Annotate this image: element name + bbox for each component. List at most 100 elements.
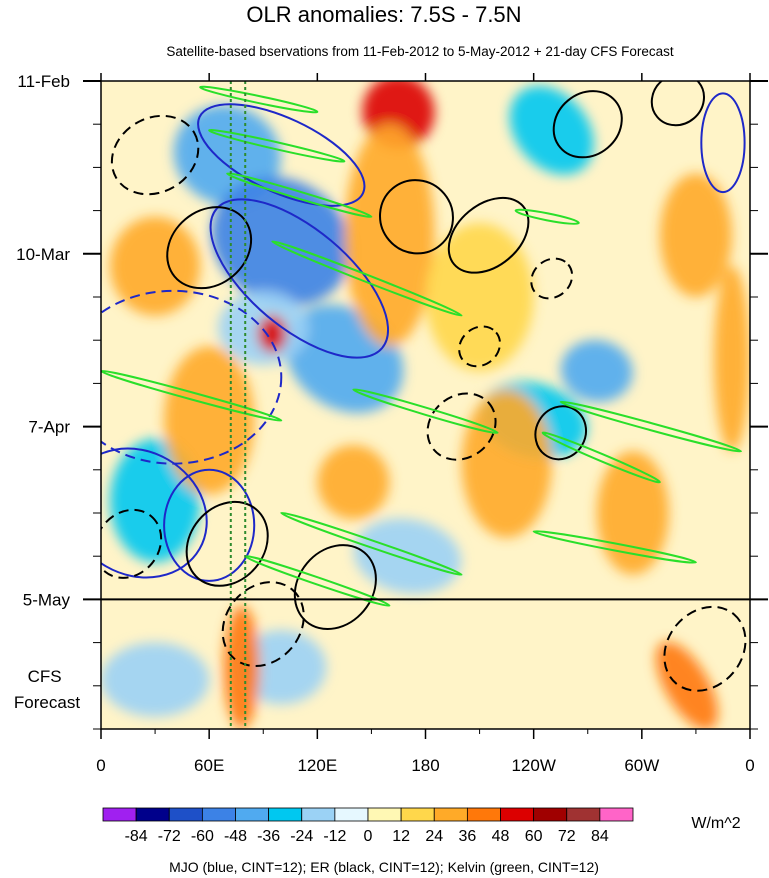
colorbar-tick-label: -24 <box>290 828 313 845</box>
x-axis: 0 60E 120E 180 120W 60W 0 <box>96 73 755 775</box>
colorbar-swatch <box>201 807 236 822</box>
kelvin-contour-10 <box>532 530 697 564</box>
anomaly-feature-21 <box>713 266 750 452</box>
kelvin-contour-6 <box>541 431 661 484</box>
colorbar-tick-label: -72 <box>158 828 181 845</box>
anomaly-feature-12 <box>344 124 435 347</box>
kelvin-contour-2 <box>226 172 373 219</box>
colorbar-swatch <box>599 807 634 822</box>
forecast-label: CFS Forecast <box>14 667 80 712</box>
er-contours <box>101 81 747 692</box>
chart-subtitle: Satellite-based bservations from 11-Feb-… <box>166 44 674 59</box>
colorbar-swatch <box>433 807 468 822</box>
kelvin-contour-0 <box>199 85 319 114</box>
kelvin-contour-4 <box>101 369 283 422</box>
er-contour-6 <box>426 392 497 461</box>
colorbar-tick-label: -84 <box>125 828 148 845</box>
y-axis: 11-Feb 10-Mar 7-Apr 5-May <box>16 72 768 730</box>
anomaly-feature-20 <box>659 173 732 297</box>
x-tick-label: 60W <box>624 756 659 775</box>
kelvin-contour-7 <box>559 400 742 453</box>
colorbar-tick-label: -36 <box>257 828 280 845</box>
forecast-label-line-2: Forecast <box>14 693 80 712</box>
colorbar-swatch <box>334 807 369 822</box>
x-tick-label: 120W <box>511 756 555 775</box>
colorbar-tick-label: -60 <box>191 828 214 845</box>
colorbar-unit: W/m^2 <box>691 815 740 832</box>
colorbar-swatch <box>566 807 601 822</box>
colorbar-swatch <box>500 807 535 822</box>
colorbar-swatch <box>235 807 270 822</box>
x-tick-label: 180 <box>411 756 439 775</box>
er-contour-4 <box>650 81 705 127</box>
er-contour-9 <box>458 325 501 368</box>
x-tick-label: 60E <box>194 756 224 775</box>
chart-title: OLR anomalies: 7.5S - 7.5N <box>246 2 521 27</box>
colorbar-tick-label: 24 <box>425 828 443 845</box>
anomaly-feature-1 <box>211 176 351 306</box>
colorbar-swatch <box>268 807 303 822</box>
kelvin-contour-8 <box>280 511 463 576</box>
kelvin-contour-11 <box>514 208 580 225</box>
anomaly-feature-14 <box>164 346 255 495</box>
er-contour-1 <box>379 179 454 255</box>
mjo-contour-4 <box>700 92 746 194</box>
x-tick-label: 120E <box>297 756 337 775</box>
y-tick-label: 10-Mar <box>16 245 70 264</box>
er-contour-10 <box>185 500 269 587</box>
colorbar-swatch <box>301 807 336 822</box>
x-tick-label: 0 <box>745 756 754 775</box>
er-contour-2 <box>447 196 530 274</box>
colorbar-swatch <box>466 807 501 822</box>
colorbar-tick-label: 84 <box>591 828 609 845</box>
anomaly-feature-8 <box>353 518 462 594</box>
anomaly-feature-6 <box>560 340 633 403</box>
er-contour-3 <box>552 90 623 159</box>
colorbar-tick-label: -48 <box>224 828 247 845</box>
colorbar-tick-label: 0 <box>364 828 373 845</box>
mjo-contour-0 <box>209 198 390 359</box>
x-tick-label: 0 <box>96 756 105 775</box>
anomaly-feature-9 <box>101 642 210 717</box>
anomaly-feature-18 <box>461 389 552 538</box>
y-tick-label: 5-May <box>23 590 71 609</box>
forecast-label-line-1: CFS <box>28 667 62 686</box>
y-tick-label: 11-Feb <box>17 72 70 91</box>
kelvin-contours <box>101 85 742 607</box>
colorbar-tick-label: 12 <box>392 828 410 845</box>
contour-legend: MJO (blue, CINT=12); ER (black, CINT=12)… <box>169 859 599 875</box>
plot-area <box>101 81 750 729</box>
colorbar-swatch <box>367 807 402 822</box>
er-contour-13 <box>101 508 163 579</box>
anomaly-feature-7 <box>509 86 594 175</box>
colorbar-tick-label: -12 <box>323 828 346 845</box>
anomaly-field <box>101 81 750 729</box>
colorbar-swatch <box>533 807 568 822</box>
colorbar-swatch <box>135 807 170 822</box>
kelvin-contour-1 <box>208 128 346 163</box>
kelvin-contour-5 <box>352 388 499 435</box>
er-contour-0 <box>110 114 200 196</box>
anomaly-feature-23 <box>317 445 390 520</box>
colorbar-tick-label: 60 <box>525 828 543 845</box>
colorbar-swatch <box>168 807 203 822</box>
colorbar-tick-label: 72 <box>558 828 576 845</box>
er-contour-12 <box>293 544 377 630</box>
mjo-contour-5 <box>101 447 208 579</box>
colorbar-swatch <box>400 807 435 822</box>
anomaly-feature-19 <box>596 451 669 575</box>
colorbar-tick-label: 48 <box>492 828 510 845</box>
colorbar-swatch <box>102 807 137 822</box>
anomaly-feature-17 <box>655 641 718 729</box>
anomaly-feature-15 <box>110 216 201 316</box>
er-contour-5 <box>166 206 253 290</box>
mjo-contour-3 <box>163 468 256 582</box>
er-contour-14 <box>663 605 747 692</box>
colorbar-tick-label: 36 <box>458 828 476 845</box>
kelvin-contour-3 <box>271 240 463 317</box>
anomaly-feature-16 <box>223 605 260 729</box>
colorbar: -84 -72 -60 -48 -36 -24 -12 0 12 24 36 48 60 72 84 <box>102 807 634 845</box>
y-tick-label: 7-Apr <box>28 418 70 437</box>
reference-lines <box>229 81 247 729</box>
